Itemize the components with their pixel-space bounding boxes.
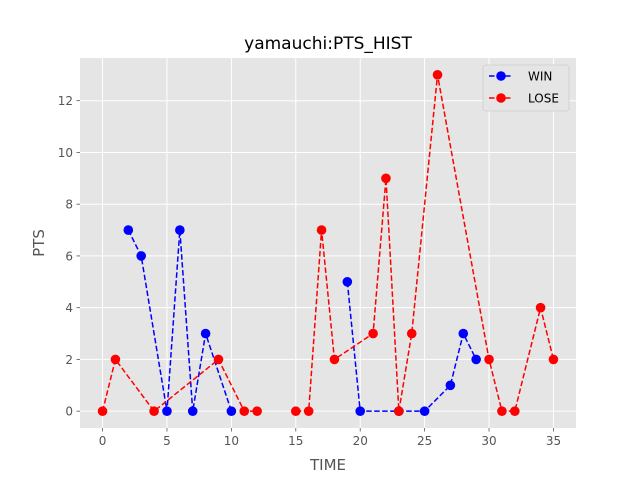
lose-data-point	[97, 406, 108, 416]
lose-data-point	[213, 354, 224, 365]
y-tick-label: 12	[58, 94, 73, 108]
y-tick-label: 6	[65, 249, 73, 263]
win-data-point	[419, 406, 430, 416]
lose-data-point	[484, 354, 494, 365]
series-layer	[97, 70, 559, 416]
lose-data-point	[497, 406, 507, 416]
x-tick-label: 30	[481, 434, 496, 448]
win-data-point	[458, 328, 469, 339]
win-data-point	[162, 406, 172, 416]
win-data-point	[445, 380, 456, 391]
lose-data-point	[316, 225, 327, 235]
y-tick-label: 0	[65, 405, 73, 419]
x-tick-label: 5	[163, 434, 171, 448]
y-tick-label: 2	[65, 353, 73, 367]
lose-data-point	[252, 406, 262, 416]
plot-area	[80, 58, 576, 428]
x-tick-label: 0	[99, 434, 107, 448]
y-tick-label: 4	[65, 301, 73, 315]
win-data-point	[200, 328, 211, 339]
x-axis-label: TIME	[309, 456, 346, 474]
win-data-point	[342, 277, 353, 287]
x-tick-label: 20	[353, 434, 368, 448]
win-data-point	[187, 406, 198, 416]
lose-data-point	[432, 70, 443, 80]
y-tick-label: 10	[58, 146, 73, 160]
y-axis-label: PTS	[30, 229, 48, 257]
win-data-point	[136, 251, 146, 261]
win-data-point	[471, 354, 481, 365]
legend-lose-marker	[496, 93, 506, 103]
lose-data-point	[368, 328, 378, 339]
legend-win-marker	[496, 71, 506, 81]
lose-data-point	[381, 173, 391, 184]
x-tick-label: 10	[224, 434, 239, 448]
lose-data-point	[149, 406, 159, 416]
win-data-point	[175, 225, 185, 235]
ticks-layer: 0 5 10 15 20 25 30 35 0 2 4 6 8 10 12	[58, 94, 561, 448]
lose-data-point	[239, 406, 250, 416]
x-tick-label: 35	[546, 434, 561, 448]
lose-data-point	[303, 406, 314, 416]
lose-data-point	[110, 354, 121, 365]
lose-data-point	[406, 328, 417, 339]
win-data-point	[355, 406, 366, 416]
win-data-point	[123, 225, 134, 235]
lose-data-point	[548, 354, 559, 365]
win-data-point	[226, 406, 237, 416]
y-tick-label: 8	[65, 198, 73, 212]
x-tick-label: 15	[288, 434, 303, 448]
legend-win-label: WIN	[528, 70, 552, 84]
lose-data-point	[510, 406, 520, 416]
lose-data-point	[394, 406, 404, 416]
chart-title: yamauchi:PTS_HIST	[244, 34, 412, 54]
legend-lose-label: LOSE	[528, 92, 559, 106]
legend: WIN LOSE	[482, 64, 570, 112]
lose-data-point	[290, 406, 301, 416]
lose-data-point	[329, 354, 340, 365]
x-tick-label: 25	[417, 434, 432, 448]
lose-data-point	[535, 302, 546, 313]
